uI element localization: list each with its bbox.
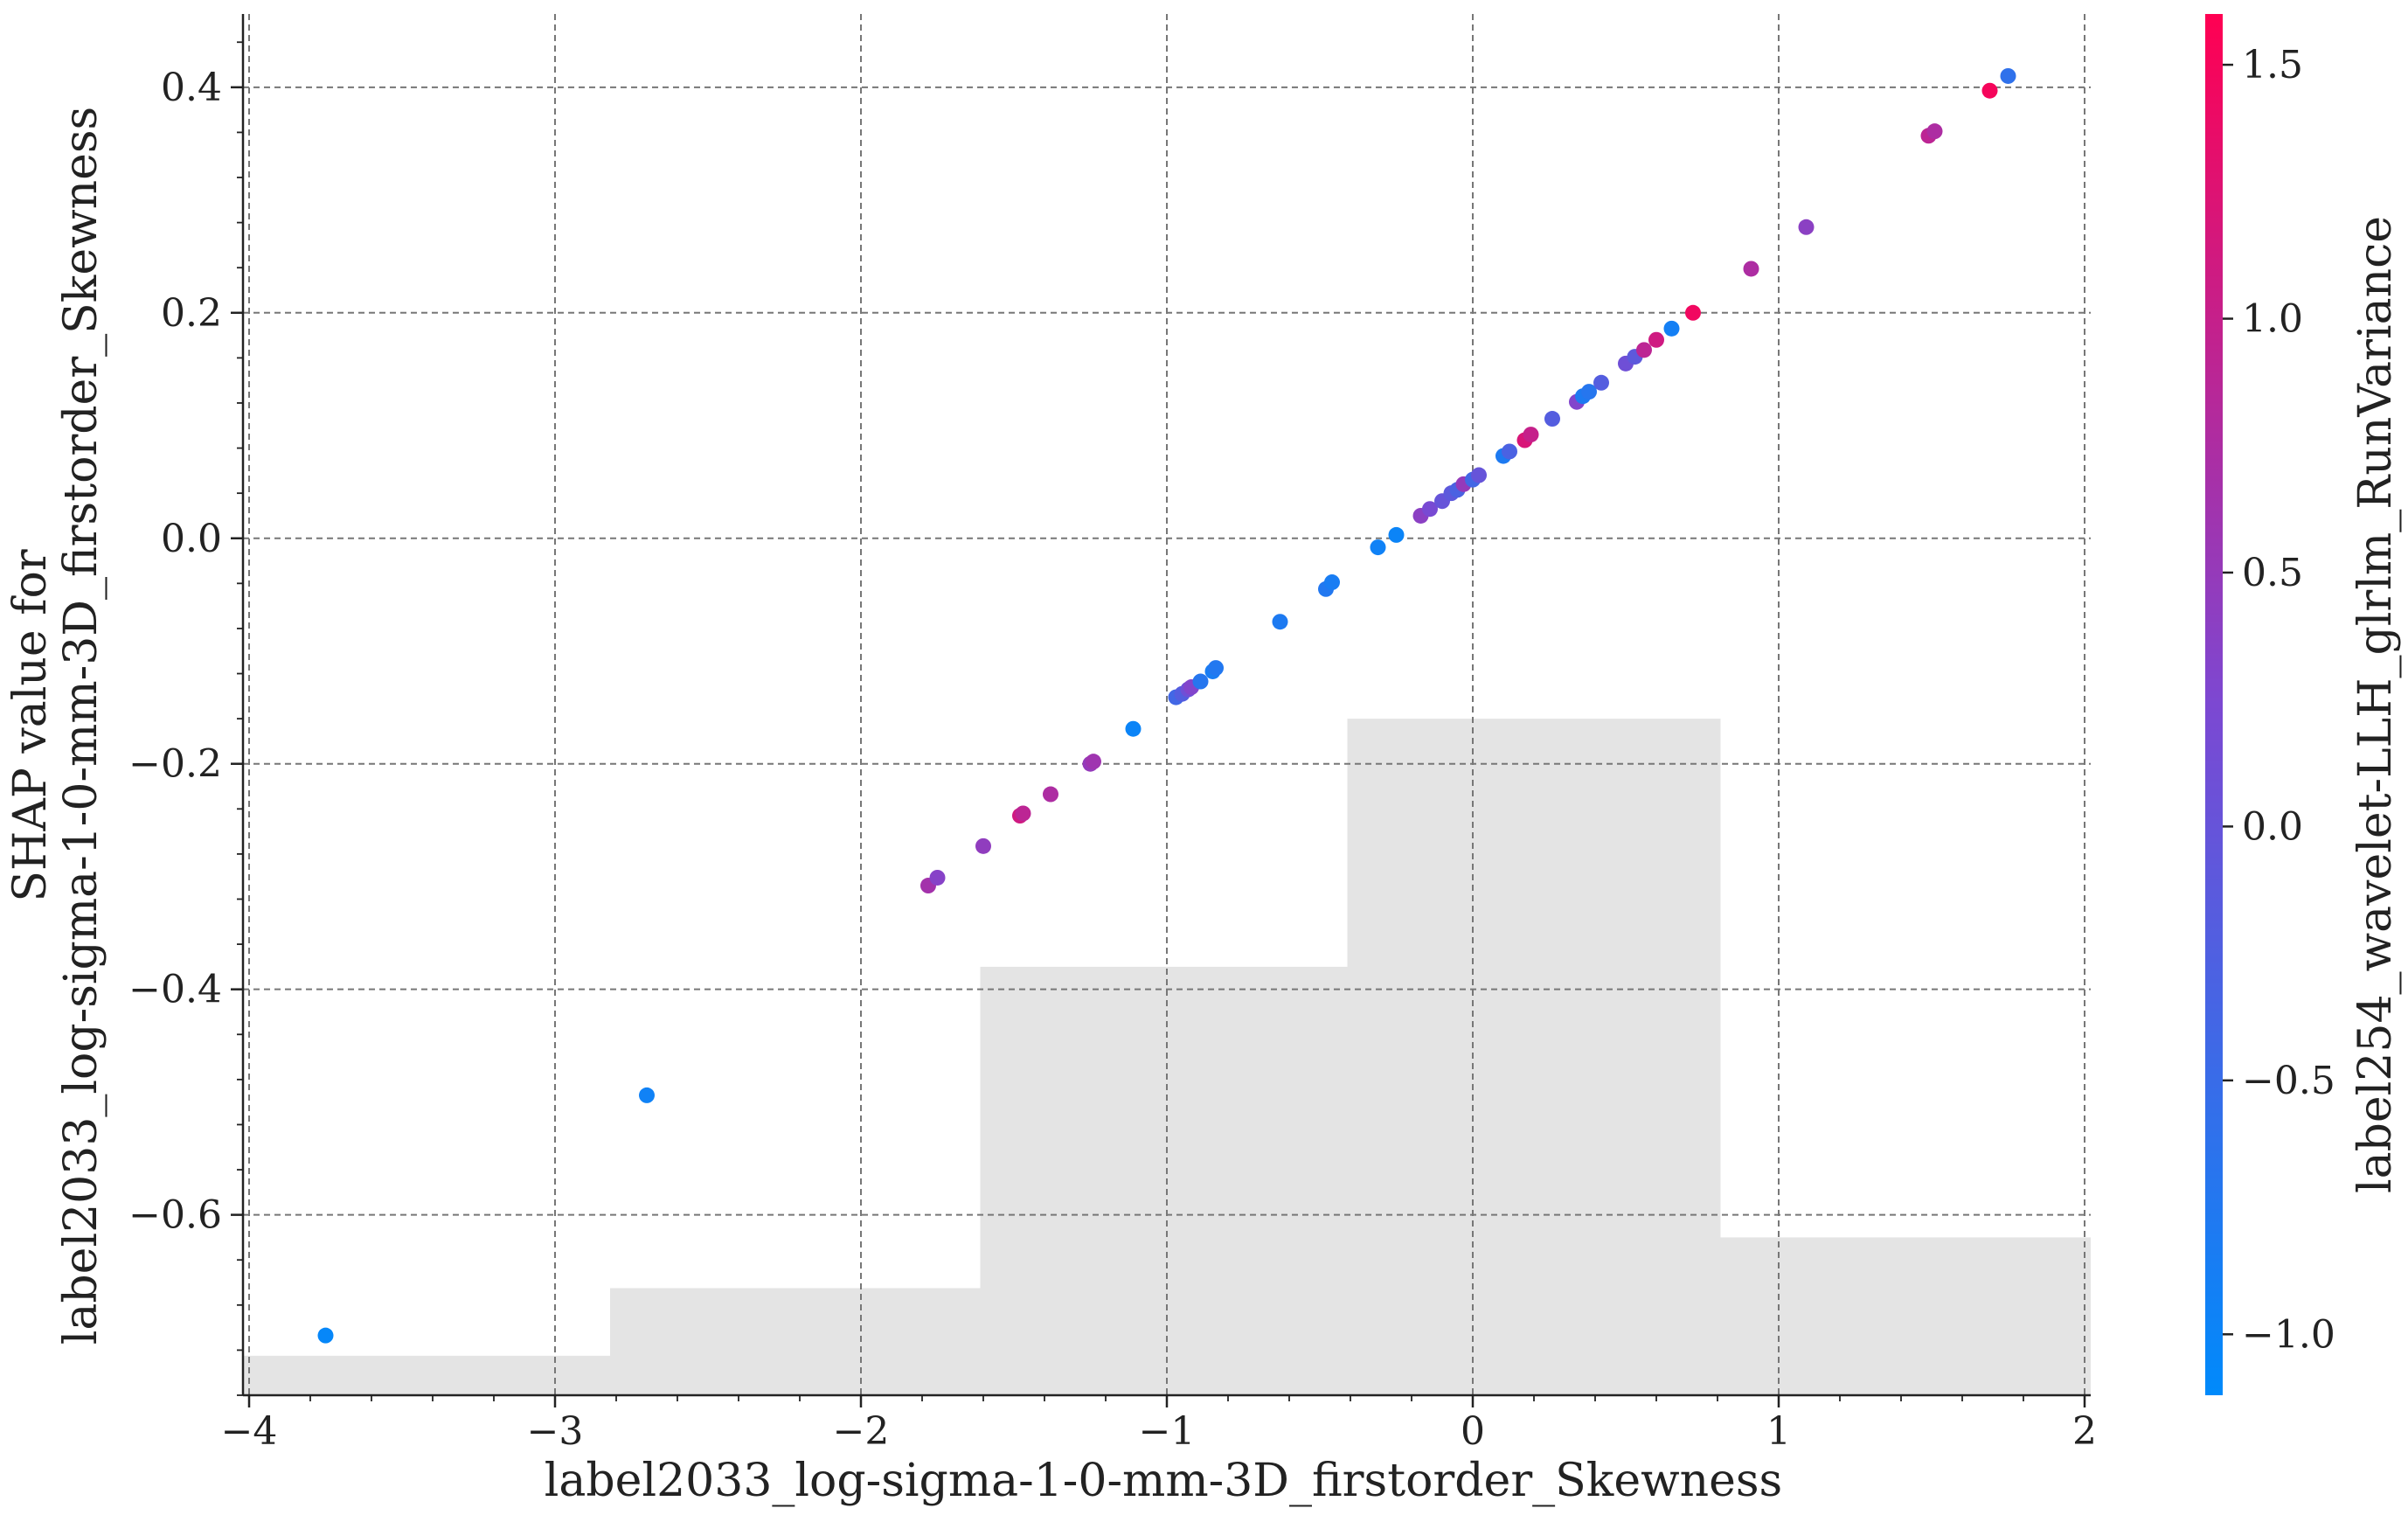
y-tick-label: −0.4	[128, 968, 222, 1012]
x-tick-label: 0	[1461, 1409, 1485, 1454]
scatter-point	[1648, 331, 1664, 348]
scatter-point	[1636, 342, 1652, 358]
histogram-bar	[610, 1288, 981, 1395]
scatter-point	[1370, 539, 1386, 556]
scatter-point	[1685, 304, 1701, 321]
x-axis-ticks: −4 −3 −2 −1 0 1 2	[221, 1395, 2097, 1454]
x-tick-label: −2	[833, 1409, 890, 1454]
colorbar-gradient	[2205, 14, 2223, 1395]
y-axis-label-line-2: label2033_log-sigma-1-0-mm-3D_firstorder…	[55, 107, 108, 1345]
histogram-bar	[1347, 719, 1721, 1395]
colorbar-tick-label: 0.5	[2242, 551, 2303, 595]
x-tick-label: 2	[2072, 1409, 2097, 1454]
colorbar-tick-label: 1.5	[2242, 43, 2303, 87]
colorbar-tick-label: 1.0	[2242, 297, 2303, 342]
scatter-point	[2000, 67, 2016, 84]
x-axis-label: label2033_log-sigma-1-0-mm-3D_firstorder…	[545, 1455, 1782, 1507]
colorbar-ticks: −1.0 −0.5 0.0 0.5 1.0 1.5	[2223, 43, 2335, 1357]
scatter-point	[639, 1087, 655, 1103]
colorbar-tick-label: −1.0	[2242, 1312, 2335, 1357]
scatter-point	[1743, 261, 1759, 277]
histogram-bar	[980, 966, 1348, 1395]
scatter-point	[1192, 673, 1209, 690]
colorbar-tick-label: −0.5	[2242, 1059, 2335, 1103]
x-tick-label: 1	[1766, 1409, 1791, 1454]
scatter-point	[317, 1327, 334, 1344]
y-tick-label: 0.2	[161, 291, 222, 336]
scatter-point	[1523, 427, 1539, 443]
grid	[243, 14, 2091, 1395]
feature-histogram	[243, 719, 2091, 1395]
scatter-point	[1663, 320, 1680, 337]
histogram-bar	[1720, 1237, 2091, 1395]
histogram-bar	[243, 1355, 610, 1395]
scatter-point	[1981, 82, 1998, 99]
colorbar-label: label254_wavelet-LLH_glrlm_RunVariance	[2349, 216, 2402, 1193]
scatter-point	[1593, 374, 1609, 391]
scatter-point	[1926, 123, 1943, 140]
scatter-point	[1324, 574, 1340, 591]
y-axis-label-line-1: SHAP value for	[4, 549, 57, 901]
x-tick-label: −4	[221, 1409, 278, 1454]
y-tick-label: 0.0	[161, 517, 222, 561]
x-tick-label: −1	[1139, 1409, 1196, 1454]
y-axis-label: SHAP value for label2033_log-sigma-1-0-m…	[4, 107, 108, 1345]
scatter-point	[1015, 805, 1031, 822]
scatter-point	[975, 837, 991, 854]
scatter-point	[929, 869, 946, 886]
scatter-point	[1272, 614, 1288, 630]
scatter-point	[1086, 754, 1101, 770]
scatter-point	[1043, 786, 1058, 803]
scatter-point	[1502, 443, 1517, 460]
colorbar-tick-label: 0.0	[2242, 804, 2303, 849]
y-tick-label: 0.4	[161, 66, 222, 110]
colorbar: −1.0 −0.5 0.0 0.5 1.0 1.5 label254_wavelet-LL…	[2205, 14, 2402, 1395]
scatter-point	[1422, 501, 1438, 518]
scatter-point	[1544, 411, 1560, 427]
scatter-point	[1388, 526, 1405, 543]
scatter-point	[1798, 219, 1815, 235]
x-tick-label: −3	[527, 1409, 584, 1454]
scatter-point	[1581, 384, 1597, 400]
y-axis-ticks: −0.6 −0.4 −0.2 0.0 0.2 0.4	[128, 41, 243, 1396]
y-tick-label: −0.6	[128, 1193, 222, 1238]
y-tick-label: −0.2	[128, 742, 222, 787]
scatter-points	[317, 67, 2016, 1344]
scatter-point	[1208, 660, 1224, 677]
scatter-point	[1471, 467, 1487, 483]
scatter-point	[1125, 720, 1142, 737]
